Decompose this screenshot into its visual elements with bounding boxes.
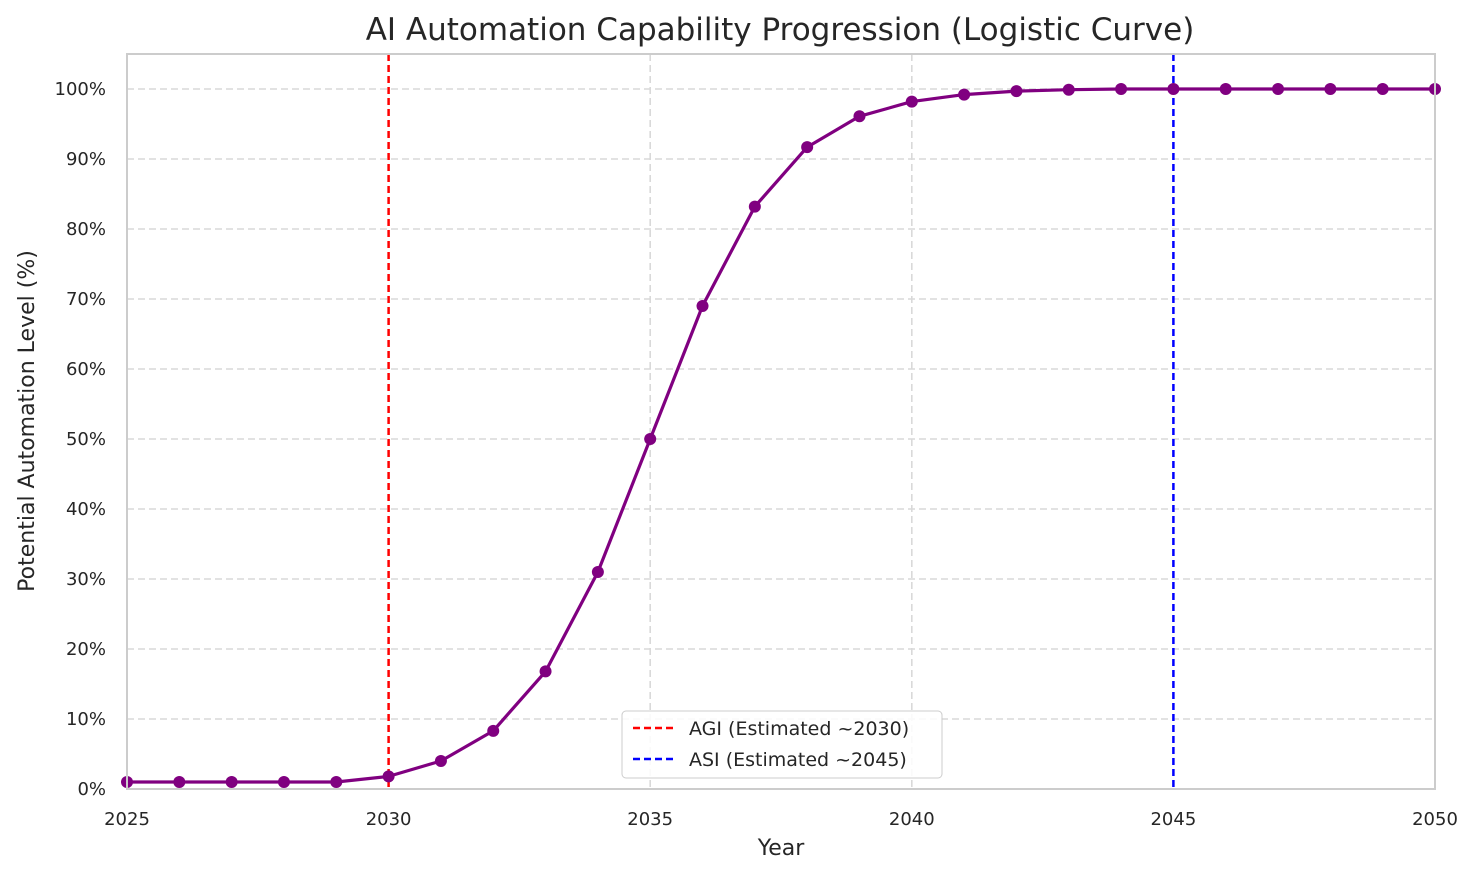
y-tick-label-2: 20% [66,639,106,660]
y-tick-label-10: 100% [55,79,106,100]
data-point-0-17 [1010,85,1023,98]
data-point-0-2 [225,776,238,788]
y-tick-label-3: 30% [66,569,106,590]
x-tick-label-2: 2035 [627,809,673,830]
data-point-0-19 [1115,83,1128,95]
data-point-0-1 [173,776,186,788]
series-layer [121,83,1441,788]
data-point-0-13 [801,141,814,154]
data-point-0-4 [330,776,343,788]
x-tick-label-4: 2045 [1150,809,1196,830]
data-point-0-6 [434,755,447,767]
x-tick-label-1: 2030 [366,809,412,830]
y-tick-label-4: 40% [66,499,106,520]
data-point-0-15 [905,95,918,108]
x-tick-label-0: 2025 [104,809,150,830]
plot-frame [126,53,1436,790]
y-axis-label: Potential Automation Level (%) [15,250,40,592]
data-point-0-16 [958,88,971,101]
legend-label-asi: ASI (Estimated ~2045) [689,749,907,771]
legend-label-agi: AGI (Estimated ~2030) [689,718,909,740]
y-tick-label-1: 10% [66,709,106,730]
data-point-0-12 [748,200,761,213]
series-line-0 [127,87,1435,784]
data-point-0-3 [277,776,290,788]
y-tick-label-5: 50% [66,429,106,450]
x-tick-label-3: 2040 [889,809,935,830]
data-point-0-8 [539,665,552,678]
y-tick-label-8: 80% [66,219,106,240]
data-point-0-21 [1219,83,1232,95]
data-point-0-14 [853,110,866,123]
y-tick-label-7: 70% [66,289,106,310]
reference-lines [387,54,1175,789]
data-point-0-18 [1062,83,1075,96]
data-point-0-10 [644,433,657,445]
x-tick-label-5: 2050 [1412,809,1458,830]
x-ticks: 2025 2030 2035 2040 2045 2050 [104,809,1458,830]
y-ticks: 0% 10% 20% 30% 40% 50% 60% 70% 80% 90% 100% [55,79,106,800]
legend: AGI (Estimated ~2030) ASI (Estimated ~20… [621,710,943,779]
data-point-0-5 [382,770,395,783]
y-tick-label-9: 90% [66,149,106,170]
legend-box [621,710,943,779]
chart-title: AI Automation Capability Progression (Lo… [366,12,1195,48]
data-point-0-7 [487,724,500,737]
x-axis-label: Year [757,836,806,861]
data-point-0-24 [1376,83,1389,95]
y-tick-label-0: 0% [77,779,106,800]
data-point-0-20 [1167,83,1180,95]
data-point-0-23 [1324,83,1337,95]
data-point-0-22 [1272,83,1285,95]
y-tick-label-6: 60% [66,359,106,380]
data-point-0-11 [696,300,709,312]
grid [127,54,1435,789]
data-point-0-9 [591,566,604,578]
